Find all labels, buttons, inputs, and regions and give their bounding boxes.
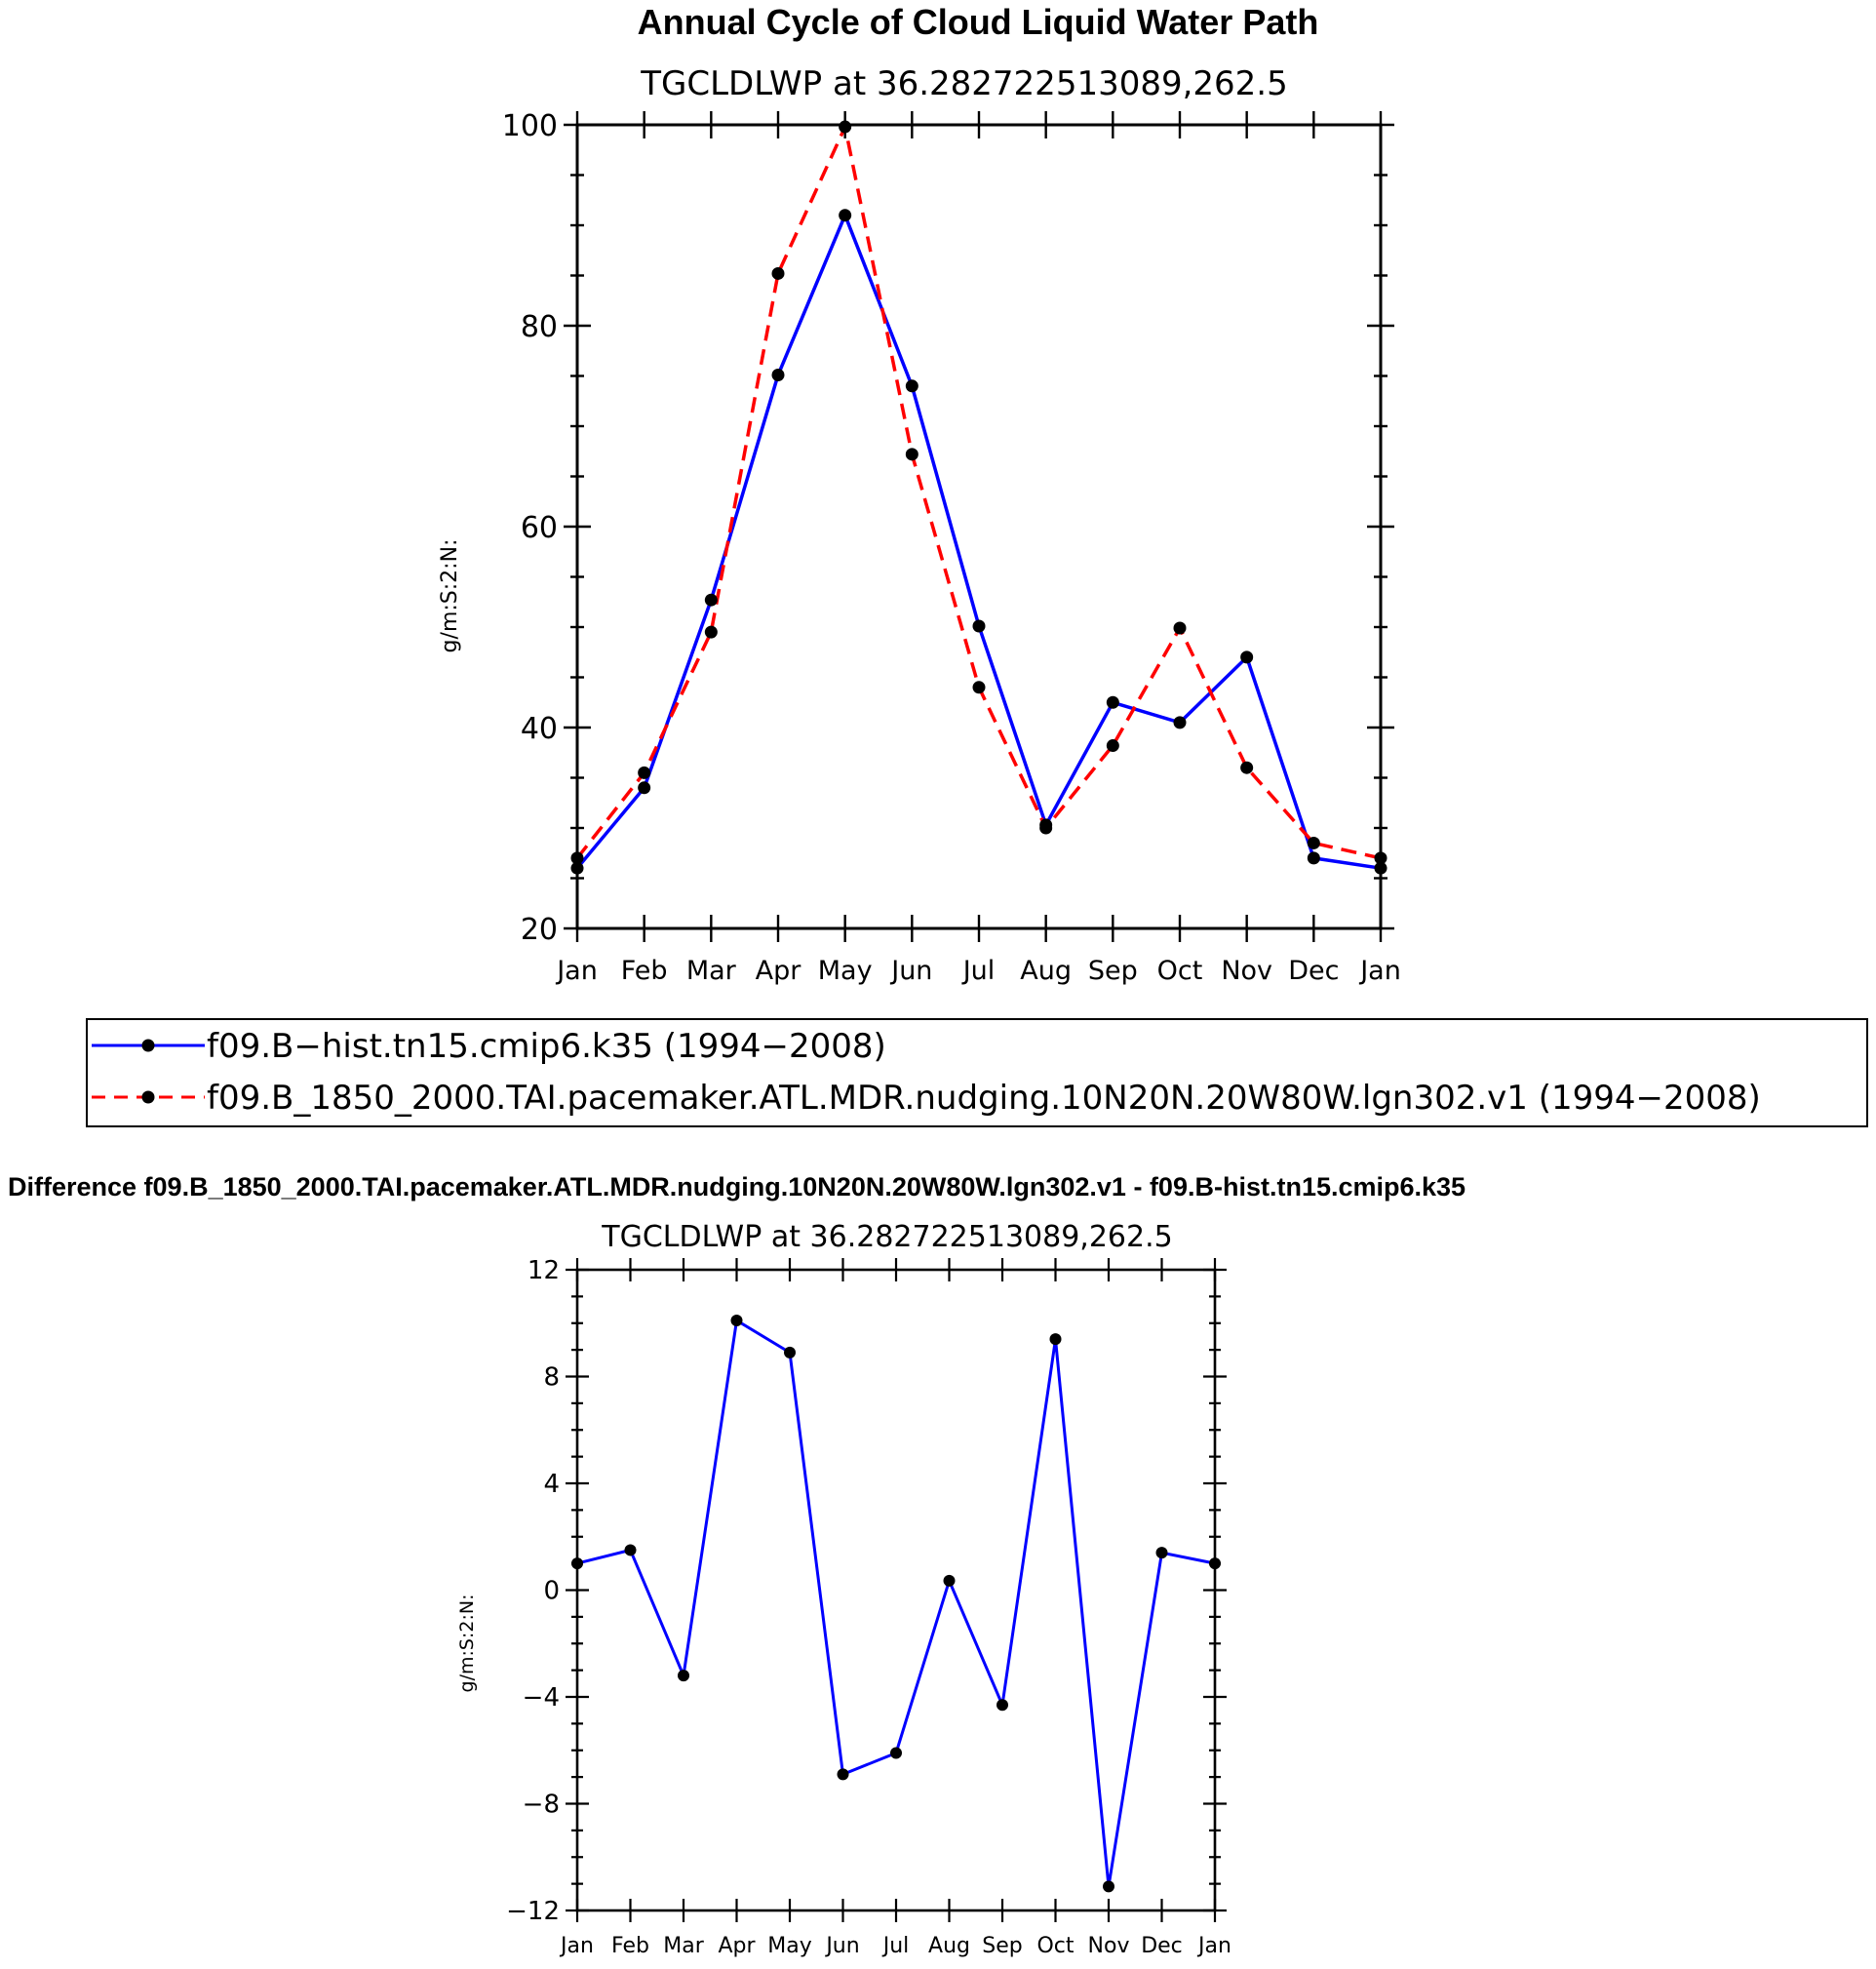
chart1-series-2-point — [771, 266, 785, 280]
x-tick-label: Jan — [1196, 1934, 1231, 1958]
chart1-subtitle: TGCLDLWP at 36.282722513089,262.5 — [640, 64, 1288, 103]
legend-box — [86, 1018, 1868, 1127]
y-tick-label: 80 — [521, 310, 558, 344]
chart1-series-1-point — [1374, 861, 1387, 875]
y-tick-label: 0 — [543, 1577, 560, 1606]
x-tick-label: Nov — [1088, 1934, 1130, 1958]
legend-label-2: f09.B_1850_2000.TAI.pacemaker.ATL.MDR.nu… — [207, 1079, 1761, 1118]
chart2-series-1-point — [624, 1544, 637, 1556]
chart1-series-1-point — [638, 781, 651, 795]
x-tick-label: Jun — [824, 1934, 859, 1958]
chart1-series-2-point — [1374, 851, 1387, 865]
chart2-series-1-point — [837, 1768, 849, 1781]
x-tick-label: Oct — [1036, 1934, 1074, 1958]
chart1-series-1-point — [905, 379, 918, 393]
y-tick-label: 40 — [521, 712, 558, 746]
chart1-series-1-point — [1240, 650, 1254, 664]
chart1-y-axis-label: g/m:S:2:N: — [438, 539, 462, 653]
x-tick-label: Apr — [756, 956, 802, 986]
chart2-series-1-point — [730, 1315, 743, 1327]
chart1-series-1-point — [570, 861, 584, 875]
chart1-series-2-point — [570, 851, 584, 865]
chart2-y-axis-label: g/m:S:2:N: — [456, 1595, 478, 1693]
chart2-series-1-point — [678, 1670, 689, 1682]
chart2-series-1-point — [997, 1699, 1008, 1712]
chart1-series-1-point — [839, 209, 852, 222]
legend-marker-red — [141, 1090, 155, 1104]
x-tick-label: Jul — [961, 956, 996, 986]
chart1-series-1-point — [771, 368, 785, 381]
chart2-plot-area: −12 −8 −4 0 4 8 12 Jan Feb Mar Apr May Jun Jul Aug Sep O… — [506, 1256, 1231, 1958]
chart1-series-1-point — [972, 619, 986, 633]
x-tick-label: Sep — [1088, 956, 1138, 986]
chart2-series-1-point — [784, 1346, 796, 1359]
x-tick-label: Feb — [621, 956, 668, 986]
y-tick-label: 12 — [528, 1256, 560, 1285]
chart2-series-1-point — [890, 1747, 902, 1759]
x-tick-label: Jan — [555, 956, 598, 986]
legend-label-1: f09.B−hist.tn15.cmip6.k35 (1994−2008) — [207, 1027, 886, 1066]
y-tick-label: 100 — [502, 109, 558, 143]
chart1-series-2-point — [1039, 821, 1053, 835]
y-tick-label: −8 — [523, 1791, 560, 1820]
x-tick-label: Jan — [559, 1934, 594, 1958]
chart2-series-1-line — [576, 1318, 1216, 1887]
chart1-series-2-point — [1106, 739, 1119, 753]
legend-entry-2: f09.B_1850_2000.TAI.pacemaker.ATL.MDR.nu… — [92, 1079, 1761, 1118]
legend-entry-1: f09.B−hist.tn15.cmip6.k35 (1994−2008) — [92, 1027, 886, 1066]
chart2-subtitle: TGCLDLWP at 36.282722513089,262.5 — [601, 1220, 1172, 1254]
x-tick-label: Dec — [1141, 1934, 1183, 1958]
chart1-series-2-point — [704, 625, 718, 639]
y-tick-label: 20 — [521, 913, 558, 947]
chart1-series-2-point — [839, 120, 852, 134]
chart1-plot-area: 20 40 60 80 100 Jan Feb Mar Apr May Jun Jul Aug Sep Oc… — [502, 109, 1401, 986]
chart1-frame — [575, 123, 1383, 930]
chart2-series-1-point — [571, 1557, 583, 1570]
chart1-series-2-point — [1240, 761, 1254, 774]
chart2-title: Difference f09.B_1850_2000.TAI.pacemaker… — [8, 1172, 1466, 1201]
y-tick-label: 60 — [521, 511, 558, 545]
chart2-series-1-point — [1155, 1547, 1168, 1559]
y-tick-label: 8 — [543, 1363, 560, 1393]
chart1-series-2-point — [972, 681, 986, 694]
chart1-title: Annual Cycle of Cloud Liquid Water Path — [638, 2, 1319, 42]
chart1-series-1-point — [1106, 695, 1119, 709]
x-tick-label: Dec — [1288, 956, 1339, 986]
x-tick-label: Aug — [928, 1934, 970, 1958]
y-tick-label: −12 — [506, 1897, 560, 1926]
chart1-series-2-point — [1173, 621, 1187, 635]
x-tick-label: Mar — [663, 1934, 704, 1958]
legend-marker-blue — [141, 1039, 155, 1052]
y-tick-label: 4 — [543, 1470, 560, 1499]
x-tick-label: Aug — [1020, 956, 1072, 986]
chart2-series-1-point — [1103, 1880, 1114, 1893]
x-tick-label: Jun — [889, 956, 932, 986]
x-tick-label: Mar — [686, 956, 737, 986]
x-tick-label: Jan — [1358, 956, 1401, 986]
x-tick-label: May — [767, 1934, 811, 1958]
chart1-series-1-point — [1307, 851, 1320, 865]
x-tick-label: Jul — [881, 1934, 910, 1958]
chart1-series-2-point — [638, 766, 651, 779]
chart1-series-1-line — [575, 211, 1382, 870]
chart1-series-1-point — [1173, 716, 1187, 729]
x-tick-label: Nov — [1221, 956, 1272, 986]
x-tick-label: Feb — [611, 1934, 649, 1958]
x-tick-label: May — [818, 956, 873, 986]
x-tick-label: Sep — [982, 1934, 1022, 1958]
chart1-series-1-point — [704, 593, 718, 607]
chart1-series-2-line — [575, 121, 1382, 860]
x-tick-label: Oct — [1157, 956, 1203, 986]
chart2-series-1-point — [1049, 1333, 1062, 1346]
x-tick-label: Apr — [718, 1934, 756, 1958]
chart2-series-1-point — [1209, 1557, 1221, 1570]
chart2-series-1-point — [943, 1574, 956, 1587]
chart1-series-2-point — [905, 448, 918, 461]
y-tick-label: −4 — [523, 1683, 560, 1713]
chart1-series-2-point — [1307, 836, 1320, 849]
